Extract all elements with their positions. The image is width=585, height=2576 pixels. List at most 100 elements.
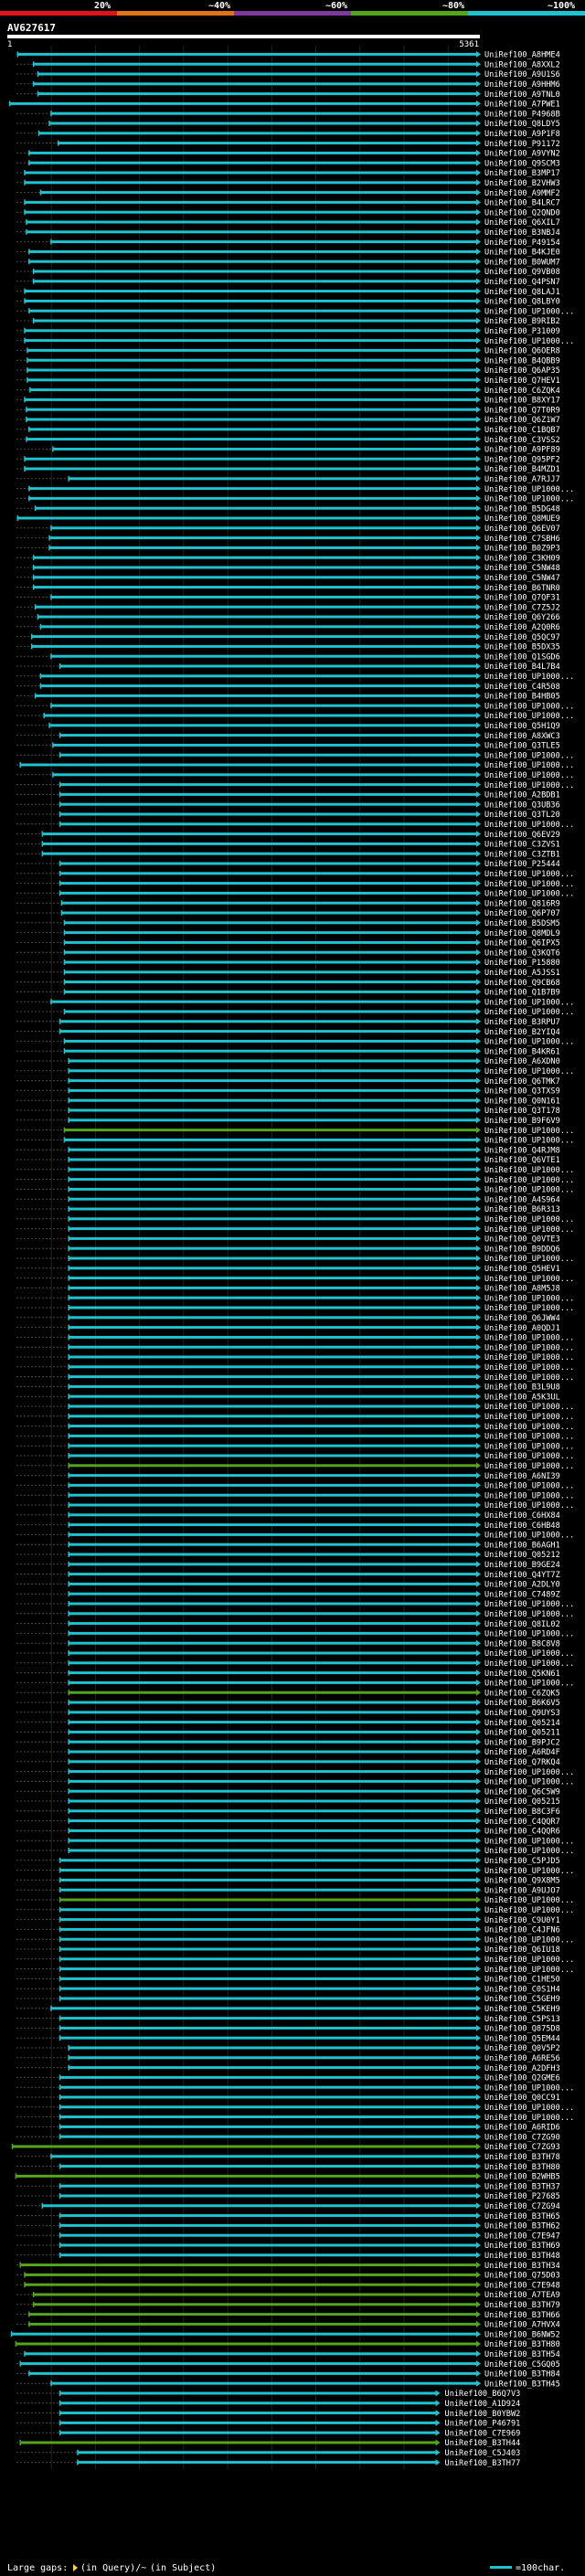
hit-bar[interactable] xyxy=(69,1365,476,1369)
hit-label[interactable]: UniRef100_C4R508 xyxy=(484,683,560,692)
hit-label[interactable]: UniRef100_A6NI39 xyxy=(484,1472,560,1481)
hit-label[interactable]: UniRef100_UP1000... xyxy=(484,1353,574,1362)
hit-bar[interactable] xyxy=(69,1098,476,1102)
hit-bar[interactable] xyxy=(69,1335,476,1339)
hit-label[interactable]: UniRef100_P4968B xyxy=(484,110,560,119)
hit-bar[interactable] xyxy=(59,1878,477,1882)
hit-bar[interactable] xyxy=(25,290,477,293)
hit-bar[interactable] xyxy=(40,674,476,678)
hit-label[interactable]: UniRef100_B8XY17 xyxy=(484,397,560,406)
hit-bar[interactable] xyxy=(59,1020,477,1023)
hit-bar[interactable] xyxy=(16,2174,476,2178)
hit-bar[interactable] xyxy=(27,368,476,372)
hit-label[interactable]: UniRef100_Q05212 xyxy=(484,1551,560,1560)
hit-bar[interactable] xyxy=(59,2233,477,2237)
hit-bar[interactable] xyxy=(69,1384,476,1388)
hit-bar[interactable] xyxy=(49,536,477,540)
hit-label[interactable]: UniRef100_Q4YT7Z xyxy=(484,1571,560,1580)
hit-bar[interactable] xyxy=(69,1355,476,1359)
hit-bar[interactable] xyxy=(25,467,477,471)
hit-label[interactable]: UniRef100_Q816R9 xyxy=(484,899,560,908)
hit-bar[interactable] xyxy=(59,2026,477,2030)
hit-bar[interactable] xyxy=(64,1039,476,1043)
hit-label[interactable]: UniRef100_C4QQR7 xyxy=(484,1818,560,1827)
hit-bar[interactable] xyxy=(78,2451,436,2454)
hit-bar[interactable] xyxy=(25,2273,477,2276)
hit-label[interactable]: UniRef100_UP1000... xyxy=(484,2104,574,2113)
hit-bar[interactable] xyxy=(59,2017,477,2020)
hit-label[interactable]: UniRef100_C0S1H4 xyxy=(484,1985,560,1994)
hit-bar[interactable] xyxy=(20,2362,477,2366)
hit-label[interactable]: UniRef100_Q5QC97 xyxy=(484,633,560,642)
hit-label[interactable]: UniRef100_A6RD4F xyxy=(484,1748,560,1757)
hit-bar[interactable] xyxy=(37,72,477,76)
hit-bar[interactable] xyxy=(20,763,477,767)
hit-label[interactable]: UniRef100_C3VSS2 xyxy=(484,436,560,445)
hit-label[interactable]: UniRef100_C3KH09 xyxy=(484,554,560,563)
hit-label[interactable]: UniRef100_B3TH78 xyxy=(484,2153,560,2162)
hit-bar[interactable] xyxy=(59,2391,436,2395)
hit-bar[interactable] xyxy=(69,1267,476,1270)
hit-bar[interactable] xyxy=(9,101,476,105)
hit-label[interactable]: UniRef100_Q2QND0 xyxy=(484,208,560,217)
hit-label[interactable]: UniRef100_Q6IU18 xyxy=(484,1945,560,1955)
hit-label[interactable]: UniRef100_A8XXL2 xyxy=(484,60,560,69)
hit-label[interactable]: UniRef100_UP1000... xyxy=(484,1867,574,1876)
hit-bar[interactable] xyxy=(35,605,476,609)
hit-bar[interactable] xyxy=(69,1277,476,1280)
hit-label[interactable]: UniRef100_C5NW47 xyxy=(484,574,560,583)
hit-bar[interactable] xyxy=(33,319,477,323)
hit-label[interactable]: UniRef100_UP1000... xyxy=(484,761,574,770)
hit-bar[interactable] xyxy=(25,210,477,214)
hit-label[interactable]: UniRef100_A7HVX4 xyxy=(484,2321,560,2330)
hit-label[interactable]: UniRef100_C7ZG93 xyxy=(484,2143,560,2152)
hit-bar[interactable] xyxy=(59,1977,477,1980)
hit-bar[interactable] xyxy=(53,447,476,451)
hit-label[interactable]: UniRef100_Q7RKQ4 xyxy=(484,1758,560,1767)
hit-label[interactable]: UniRef100_UP1000... xyxy=(484,1837,574,1846)
hit-bar[interactable] xyxy=(69,1236,476,1240)
hit-label[interactable]: UniRef100_UP1000... xyxy=(484,673,574,682)
hit-label[interactable]: UniRef100_B4L7B4 xyxy=(484,663,560,672)
hit-label[interactable]: UniRef100_Q9VB08 xyxy=(484,268,560,277)
hit-label[interactable]: UniRef100_Q4PSN7 xyxy=(484,278,560,287)
hit-bar[interactable] xyxy=(69,1415,476,1418)
hit-bar[interactable] xyxy=(51,654,476,658)
hit-label[interactable]: UniRef100_B3TH34 xyxy=(484,2262,560,2271)
hit-bar[interactable] xyxy=(69,1286,476,1289)
hit-bar[interactable] xyxy=(51,2007,476,2010)
hit-bar[interactable] xyxy=(40,191,476,195)
hit-bar[interactable] xyxy=(59,2036,477,2040)
hit-bar[interactable] xyxy=(59,2165,477,2168)
hit-label[interactable]: UniRef100_C5GQ05 xyxy=(484,2360,560,2369)
hit-label[interactable]: UniRef100_B8C8V8 xyxy=(484,1639,560,1648)
hit-label[interactable]: UniRef100_UP1000... xyxy=(484,485,574,494)
hit-label[interactable]: UniRef100_B4QBB9 xyxy=(484,356,560,366)
hit-bar[interactable] xyxy=(27,348,476,352)
hit-bar[interactable] xyxy=(27,230,477,234)
hit-label[interactable]: UniRef100_B3TH65 xyxy=(484,2212,560,2221)
hit-bar[interactable] xyxy=(64,990,476,993)
hit-bar[interactable] xyxy=(59,2253,477,2257)
hit-bar[interactable] xyxy=(59,792,477,796)
hit-bar[interactable] xyxy=(51,595,476,599)
hit-bar[interactable] xyxy=(69,1631,476,1635)
hit-bar[interactable] xyxy=(69,1563,476,1566)
hit-bar[interactable] xyxy=(69,1079,476,1083)
hit-bar[interactable] xyxy=(32,644,476,648)
hit-label[interactable]: UniRef100_UP1000... xyxy=(484,1423,574,1432)
hit-label[interactable]: UniRef100_Q6EV07 xyxy=(484,525,560,534)
hit-bar[interactable] xyxy=(40,684,476,688)
hit-label[interactable]: UniRef100_C7ZG94 xyxy=(484,2202,560,2211)
hit-label[interactable]: UniRef100_UP1000... xyxy=(484,1363,574,1373)
hit-label[interactable]: UniRef100_UP1000... xyxy=(484,1137,574,1146)
hit-bar[interactable] xyxy=(69,1197,476,1201)
hit-label[interactable]: UniRef100_Q5EM44 xyxy=(484,2034,560,2043)
hit-bar[interactable] xyxy=(16,2342,476,2346)
hit-label[interactable]: UniRef100_Q3T178 xyxy=(484,1107,560,1116)
hit-label[interactable]: UniRef100_C6ZQK4 xyxy=(484,387,560,396)
hit-label[interactable]: UniRef100_B9F6V9 xyxy=(484,1117,560,1126)
hit-bar[interactable] xyxy=(69,1207,476,1211)
hit-label[interactable]: UniRef100_C6HB48 xyxy=(484,1521,560,1531)
hit-bar[interactable] xyxy=(59,1997,477,2000)
